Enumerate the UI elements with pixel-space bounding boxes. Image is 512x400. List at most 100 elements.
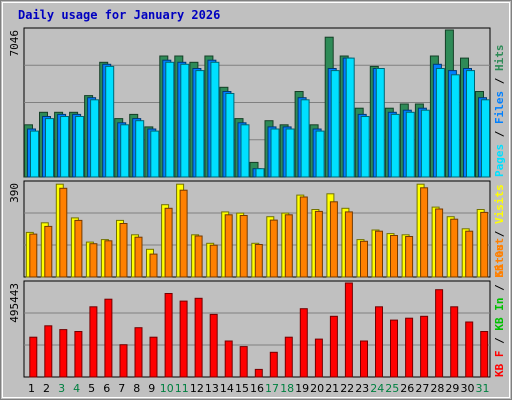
- bar-pages-day-5: [90, 99, 100, 178]
- legend-top: Pages / Files / Hits: [493, 45, 506, 178]
- bar-kb-f-day-2: [44, 325, 53, 378]
- x-day-label: 31: [476, 382, 490, 395]
- bar-pages-day-17: [270, 128, 280, 178]
- bar-kb-f-day-12: [194, 297, 203, 378]
- bar-sites-day-11: [179, 189, 188, 278]
- x-day-label: 30: [461, 382, 475, 395]
- legend-item-sites: Sites: [493, 244, 506, 277]
- bar-pages-day-16: [255, 168, 265, 178]
- bar-pages-day-11: [180, 63, 190, 178]
- bar-kb-f-day-6: [104, 298, 113, 378]
- bar-kb-f-day-23: [360, 340, 368, 378]
- bar-sites-day-27: [420, 187, 429, 278]
- bar-pages-day-23: [360, 116, 370, 178]
- x-day-label: 28: [430, 382, 444, 395]
- bar-pages-day-27: [420, 109, 430, 178]
- bar-sites-day-5: [89, 243, 98, 278]
- bar-kb-f-day-24: [375, 306, 383, 378]
- bar-kb-f-day-9: [149, 336, 158, 378]
- bar-sites-day-7: [119, 223, 128, 278]
- bar-kb-f-day-13: [209, 313, 218, 378]
- panel-top: 7046: [8, 27, 491, 178]
- bar-kb-f-day-22: [344, 282, 353, 378]
- x-day-label: 29: [445, 382, 459, 395]
- bar-pages-day-10: [165, 61, 175, 178]
- bar-sites-day-18: [284, 214, 293, 278]
- bar-sites-day-26: [405, 236, 414, 278]
- bar-kb-f-day-18: [284, 336, 293, 378]
- bar-kb-f-day-16: [254, 368, 263, 378]
- x-day-label: 12: [190, 382, 204, 395]
- panel-bottom: 495443: [8, 280, 491, 378]
- bar-sites-day-9: [149, 253, 158, 278]
- legend-item-pages: Pages: [493, 144, 506, 177]
- bar-sites-day-3: [59, 187, 68, 278]
- x-day-label: 1: [28, 382, 35, 395]
- legend-middle: Sites / Visits: [493, 184, 506, 277]
- bar-sites-day-10: [164, 207, 173, 278]
- x-day-label: 26: [400, 382, 414, 395]
- x-day-label: 19: [295, 382, 309, 395]
- bar-pages-day-2: [45, 118, 54, 178]
- bar-kb-f-day-15: [239, 346, 248, 378]
- legend-separator: /: [493, 71, 506, 91]
- bar-pages-day-20: [315, 130, 325, 178]
- x-day-label: 3: [58, 382, 65, 395]
- bar-pages-day-19: [300, 99, 310, 178]
- bar-sites-day-29: [450, 218, 459, 278]
- bar-pages-day-15: [240, 124, 250, 178]
- bar-kb-f-day-8: [134, 327, 143, 378]
- bar-sites-day-17: [269, 219, 278, 278]
- bar-kb-f-day-10: [164, 293, 173, 378]
- x-day-label: 18: [280, 382, 294, 395]
- bar-sites-day-4: [74, 219, 83, 278]
- bar-sites-day-8: [134, 236, 143, 278]
- x-day-label: 14: [220, 382, 234, 395]
- bar-pages-day-1: [30, 130, 39, 178]
- bar-pages-day-25: [390, 113, 400, 178]
- bar-pages-day-12: [195, 70, 205, 178]
- x-day-label: 11: [175, 382, 189, 395]
- bar-sites-day-13: [209, 244, 218, 278]
- x-day-label: 13: [205, 382, 219, 395]
- bar-sites-day-20: [314, 210, 323, 278]
- bar-sites-day-2: [44, 225, 53, 278]
- bar-sites-day-21: [329, 201, 338, 278]
- bar-sites-day-31: [480, 211, 489, 278]
- bar-sites-day-16: [254, 244, 263, 278]
- legend-separator: /: [493, 224, 506, 244]
- x-day-label: 21: [325, 382, 339, 395]
- bar-sites-day-24: [375, 230, 383, 278]
- legend-item-kb-in: KB In: [493, 298, 506, 331]
- bar-kb-f-day-1: [29, 336, 38, 378]
- bar-pages-day-6: [105, 65, 115, 178]
- bar-pages-day-22: [345, 57, 355, 178]
- y-tick-label: 390: [8, 183, 21, 203]
- bar-pages-day-29: [450, 74, 460, 178]
- y-tick-label: 495443: [8, 283, 21, 323]
- x-day-label: 5: [88, 382, 95, 395]
- bar-pages-day-14: [225, 93, 235, 178]
- bar-pages-day-28: [435, 68, 445, 178]
- x-day-label: 9: [148, 382, 155, 395]
- bar-kb-f-day-5: [89, 306, 98, 378]
- bar-sites-day-28: [435, 208, 444, 278]
- bar-kb-f-day-25: [390, 319, 398, 378]
- bar-pages-day-7: [120, 124, 130, 178]
- bar-sites-day-15: [239, 215, 248, 278]
- x-day-label: 15: [235, 382, 249, 395]
- bar-sites-day-25: [390, 235, 398, 278]
- bar-kb-f-day-4: [74, 331, 83, 378]
- y-tick-label: 7046: [8, 30, 21, 57]
- bar-pages-day-4: [75, 116, 85, 178]
- bar-kb-f-day-7: [119, 344, 128, 378]
- bar-sites-day-30: [465, 230, 474, 278]
- legend-item-kb-out: KB Out: [493, 238, 506, 278]
- x-day-label: 7: [118, 382, 125, 395]
- legend-item-kb-f: KB F: [493, 351, 506, 378]
- bar-pages-day-30: [466, 70, 475, 178]
- x-day-label: 10: [160, 382, 174, 395]
- x-day-label: 25: [385, 382, 399, 395]
- bar-sites-day-6: [104, 240, 113, 278]
